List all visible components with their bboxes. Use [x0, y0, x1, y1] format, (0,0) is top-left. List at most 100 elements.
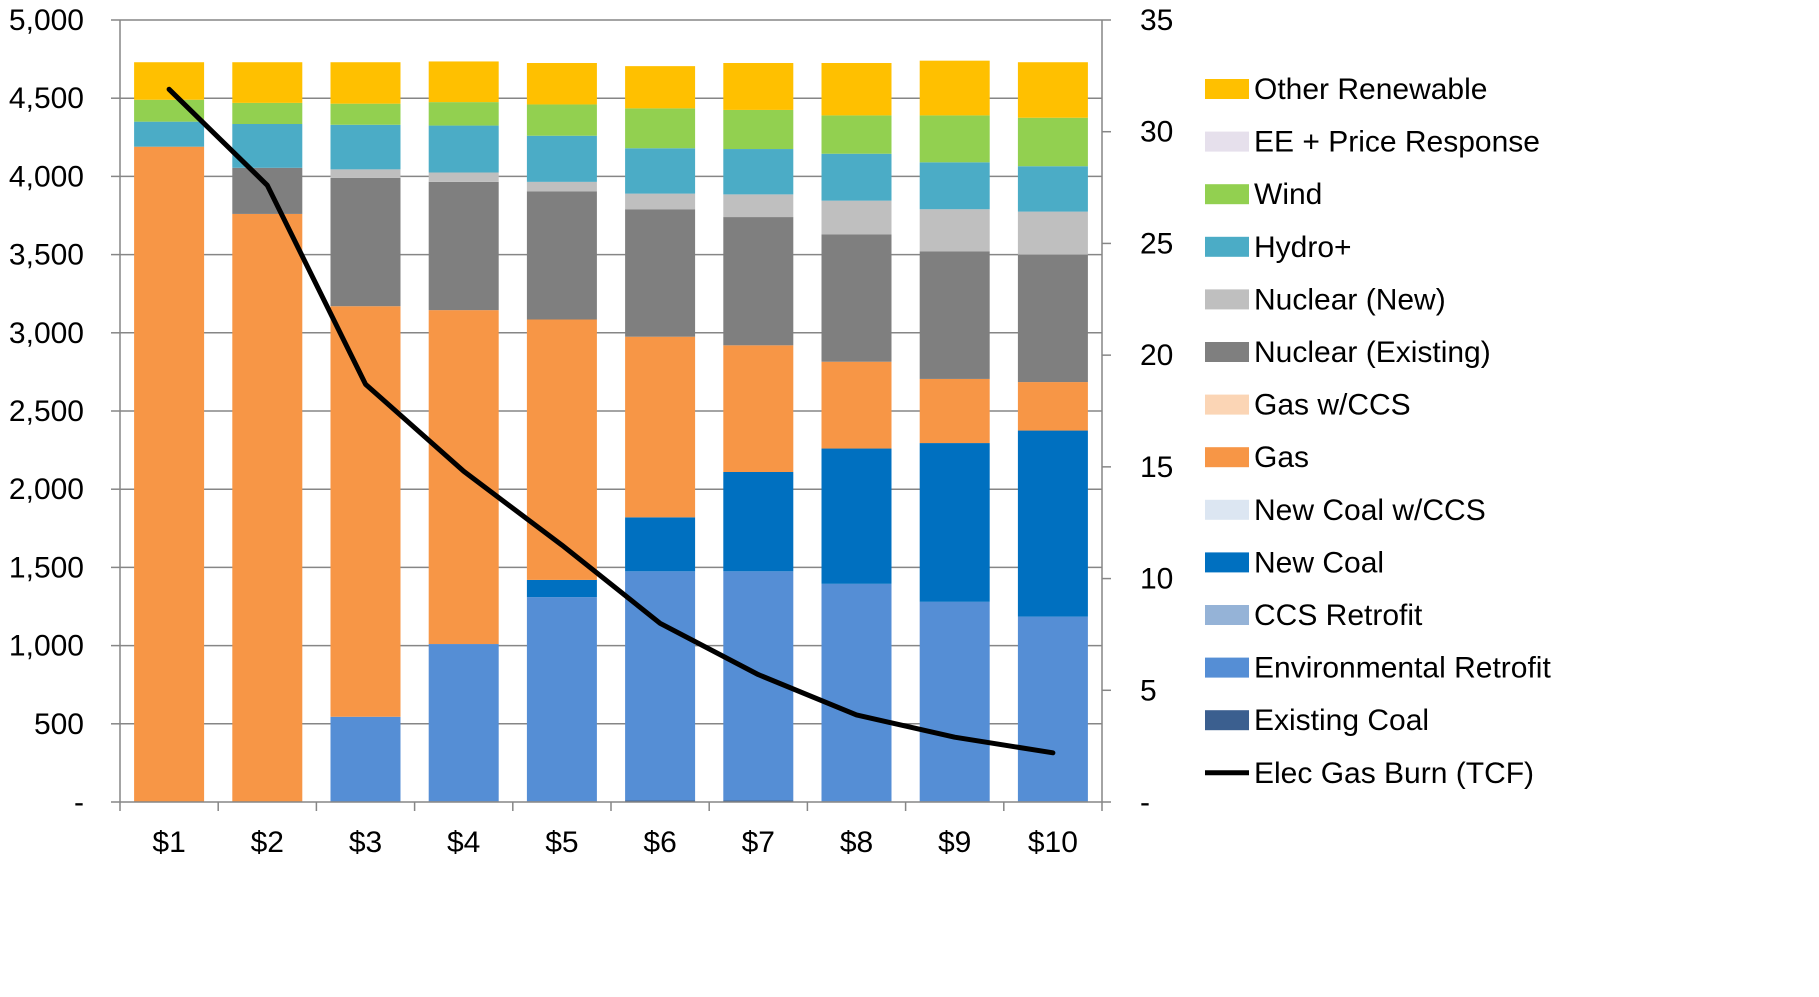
- bar-segment: [330, 62, 401, 104]
- bar-segment: [919, 443, 990, 602]
- x-axis-tick-label: $8: [840, 826, 873, 859]
- x-axis-tick-label: $6: [643, 826, 676, 859]
- bar-segment: [526, 191, 597, 320]
- bar-segment: [723, 63, 794, 110]
- bar-segment: [428, 644, 499, 802]
- bar-segment: [1017, 166, 1088, 212]
- legend-swatch: [1205, 499, 1249, 520]
- bar-segment: [428, 172, 499, 182]
- bar-segment: [1017, 211, 1088, 255]
- bar-segment: [330, 716, 401, 802]
- left-axis-tick-label: 2,000: [9, 473, 84, 506]
- right-axis-tick-label: 35: [1140, 4, 1173, 37]
- legend-swatch: [1205, 394, 1249, 415]
- legend-swatch: [1205, 289, 1249, 310]
- bar-segment: [919, 251, 990, 379]
- left-axis-tick-label: 500: [34, 708, 84, 741]
- legend-label: New Coal w/CCS: [1254, 494, 1486, 527]
- bar-segment: [330, 169, 401, 178]
- gas-burn-line: [166, 86, 1056, 756]
- left-axis-tick-label: 4,500: [9, 82, 84, 115]
- legend-swatch: [1205, 447, 1249, 468]
- legend-label: Existing Coal: [1254, 704, 1429, 737]
- legend-label: Environmental Retrofit: [1254, 652, 1551, 685]
- bar-segment: [232, 62, 303, 103]
- bar-segment: [625, 800, 696, 802]
- bar-segment: [919, 115, 990, 163]
- bar-segment: [428, 125, 499, 173]
- bar-segment: [723, 194, 794, 218]
- right-axis-tick-label: 5: [1140, 674, 1157, 707]
- bar-segment: [723, 109, 794, 150]
- bar-segment: [821, 234, 892, 362]
- bar-segment: [821, 361, 892, 449]
- legend-label: Gas: [1254, 441, 1309, 474]
- x-axis-tick-label: $4: [447, 826, 480, 859]
- x-axis-tick-label: $3: [349, 826, 382, 859]
- legend-swatch: [1205, 342, 1249, 362]
- left-axis-tick-label: 1,500: [9, 551, 84, 584]
- bar-segment: [821, 63, 892, 116]
- bar-segment: [625, 148, 696, 194]
- legend-swatch: [1205, 657, 1249, 678]
- right-axis-tick-label: 25: [1140, 227, 1173, 260]
- bar-segment: [1017, 62, 1088, 118]
- left-axis-tick-label: 5,000: [9, 4, 84, 37]
- bar-segment: [526, 597, 597, 802]
- bar-segment: [625, 571, 696, 801]
- bar-segment: [821, 200, 892, 235]
- x-axis-tick-label: $10: [1028, 826, 1078, 859]
- legend-swatch: [1205, 79, 1249, 99]
- bar-segment: [1017, 117, 1088, 167]
- left-axis-tick-label: 2,500: [9, 395, 84, 428]
- right-axis-tick-label: 20: [1140, 339, 1173, 372]
- bar-segment: [1017, 616, 1088, 802]
- x-axis-tick-label: $2: [251, 826, 284, 859]
- bar-segment: [526, 579, 597, 598]
- legend-label: Gas w/CCS: [1254, 389, 1411, 422]
- x-axis-tick-label: $9: [938, 826, 971, 859]
- bar-segment: [1017, 254, 1088, 383]
- legend-label: Other Renewable: [1254, 73, 1487, 106]
- bar-segment: [723, 471, 794, 572]
- bar-segment: [134, 62, 205, 100]
- bar-segment: [625, 336, 696, 518]
- legend-label: Wind: [1254, 178, 1322, 211]
- left-axis-tick-label: 4,000: [9, 160, 84, 193]
- right-axis-tick-label: -: [1140, 786, 1150, 819]
- gas-burn-line-path: [166, 86, 1056, 756]
- bar-segment: [625, 209, 696, 337]
- legend-label: EE + Price Response: [1254, 126, 1540, 159]
- legend-swatch: [1205, 131, 1249, 152]
- bar-segment: [526, 63, 597, 105]
- bar-segment: [723, 149, 794, 195]
- left-axis-tick-label: -: [74, 786, 84, 819]
- legend-swatch: [1205, 710, 1249, 731]
- bar-segment: [134, 121, 205, 147]
- legend-swatch: [1205, 236, 1249, 257]
- bar-segment: [821, 583, 892, 802]
- left-axis-tick-label: 1,000: [9, 630, 84, 663]
- bar-segment: [330, 306, 401, 717]
- legend-swatch: [1205, 184, 1249, 205]
- right-axis-tick-label: 30: [1140, 116, 1173, 149]
- bar-segment: [919, 378, 990, 444]
- bar-segment: [821, 115, 892, 154]
- bar-segment: [821, 448, 892, 584]
- bar-segment: [428, 310, 499, 645]
- bar-segment: [821, 153, 892, 201]
- bar-stacks: [134, 60, 1088, 802]
- bar-segment: [919, 162, 990, 210]
- right-axis-tick-label: 10: [1140, 563, 1173, 596]
- legend-label: Hydro+: [1254, 231, 1352, 264]
- bar-segment: [723, 345, 794, 472]
- bar-segment: [526, 104, 597, 136]
- left-axis-tick-label: 3,500: [9, 239, 84, 272]
- legend-label: New Coal: [1254, 546, 1384, 579]
- bar-segment: [625, 108, 696, 149]
- bar-segment: [428, 102, 499, 126]
- legend-label: CCS Retrofit: [1254, 599, 1423, 632]
- bar-segment: [330, 103, 401, 125]
- bar-segment: [526, 135, 597, 182]
